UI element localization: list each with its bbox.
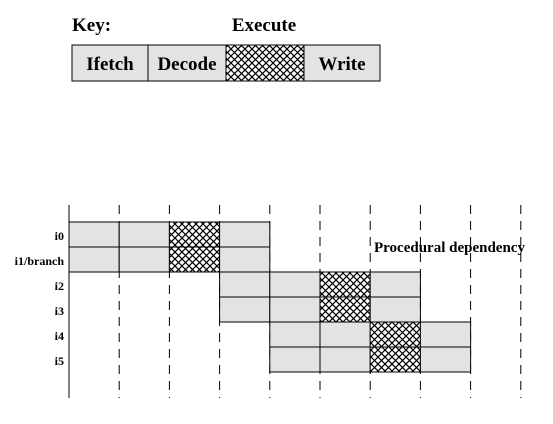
stage-execute-i3 [319, 296, 371, 323]
stage-write-i5 [419, 346, 472, 373]
key-ifetch-label: Ifetch [86, 54, 134, 75]
stage-ifetch-i3 [219, 296, 271, 323]
key-decode-label: Decode [157, 54, 216, 75]
stage-decode-i5 [319, 346, 371, 373]
procedural-dependency-annotation: Procedural dependency [374, 240, 525, 256]
stage-execute-i2 [319, 271, 371, 298]
stage-write-i0 [219, 221, 271, 248]
instruction-labels: i0 i1/branch i2 i3 i4 i5 [15, 229, 65, 368]
instruction-label-i0: i0 [55, 229, 64, 243]
stage-write-i4 [419, 321, 472, 348]
stage-decode-i3 [269, 296, 321, 323]
key-decode-box [147, 44, 227, 82]
key-write-box [303, 44, 381, 82]
stage-decode-i1 [118, 246, 170, 273]
stage-write-i2 [369, 271, 421, 298]
stage-ifetch-i4 [269, 321, 321, 348]
stage-execute-i1 [168, 246, 221, 273]
stage-decode-i0 [118, 221, 170, 248]
stage-execute-i4 [369, 321, 421, 348]
pipeline-stages [68, 221, 472, 373]
instruction-label-i4: i4 [55, 329, 64, 343]
stage-ifetch-i2 [219, 271, 271, 298]
key-execute-label: Execute [232, 15, 296, 36]
stage-execute-i5 [369, 346, 421, 373]
stage-execute-i0 [168, 221, 221, 248]
instruction-label-i3: i3 [55, 304, 64, 318]
stage-write-i1 [219, 246, 271, 273]
key-write-label: Write [318, 54, 365, 75]
stage-write-i3 [369, 296, 421, 323]
key-execute-box [225, 44, 305, 82]
stage-decode-i2 [269, 271, 321, 298]
stage-ifetch-i5 [269, 346, 321, 373]
instruction-label-i1: i1/branch [15, 254, 65, 268]
key-legend: Key: Execute Ifetch Decode Write [71, 15, 381, 82]
key-ifetch-box [71, 44, 149, 82]
stage-decode-i4 [319, 321, 371, 348]
instruction-label-i2: i2 [55, 279, 64, 293]
stage-ifetch-i1 [68, 246, 120, 273]
instruction-label-i5: i5 [55, 354, 64, 368]
stage-ifetch-i0 [68, 221, 120, 248]
key-title: Key: [72, 15, 111, 36]
